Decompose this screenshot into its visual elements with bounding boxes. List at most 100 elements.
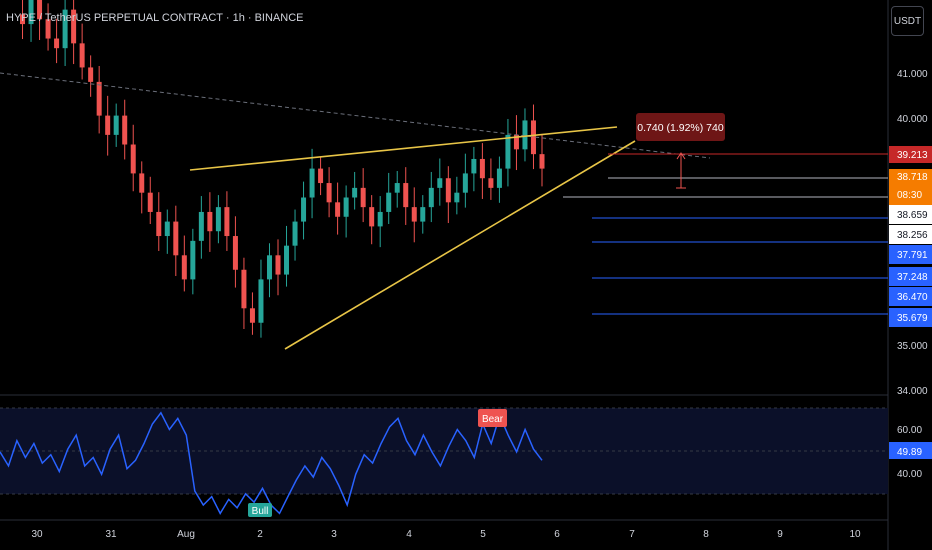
candle-body <box>352 187 358 198</box>
time-tick-label: 3 <box>331 529 337 540</box>
price-label-current: 38.718 <box>897 172 928 183</box>
candle-body <box>139 173 145 193</box>
time-tick-label: 8 <box>703 529 709 540</box>
bear-signal-label: Bear <box>482 414 504 425</box>
candle-body <box>54 38 60 49</box>
candle-body <box>71 9 77 44</box>
bull-signal[interactable]: Bull <box>248 503 272 517</box>
lower-trendline <box>284 140 636 350</box>
candle-body <box>309 168 315 198</box>
candle-body <box>232 236 238 270</box>
time-tick-label: 7 <box>629 529 635 540</box>
price-label-target-bg <box>889 267 932 286</box>
measure-label[interactable]: 0.740 (1.92%) 740 <box>636 113 725 141</box>
rsi-tick-label: 60.00 <box>897 425 922 436</box>
rsi-tick-label: 40.00 <box>897 469 922 480</box>
candle-body <box>79 43 85 68</box>
candle-body <box>505 134 511 169</box>
price-pane[interactable]: 0.740 (1.92%) 740 <box>0 0 888 350</box>
price-label-plain: 38.256 <box>897 230 928 241</box>
price-label-target-bg <box>889 287 932 306</box>
candle-body <box>241 269 247 309</box>
price-label-measure: 39.213 <box>897 150 928 161</box>
candle-body <box>190 240 196 280</box>
candle-body <box>96 81 102 116</box>
candle-body <box>479 158 485 179</box>
measure-label-bg <box>636 113 725 141</box>
price-tick-label: 40.000 <box>897 114 928 125</box>
candle-body <box>249 308 255 323</box>
candle-body <box>386 192 392 212</box>
candle-body <box>198 211 204 241</box>
candle-body <box>377 211 383 227</box>
bull-signal-label: Bull <box>252 506 269 517</box>
candle-body <box>454 192 460 203</box>
candle-body <box>522 120 528 150</box>
candle-body <box>394 183 400 193</box>
rsi-pane[interactable]: Bull Bear <box>0 407 888 517</box>
candle-body <box>284 245 290 275</box>
time-axis[interactable]: 30 31 Aug 2 3 4 5 6 7 8 9 10 <box>31 529 861 540</box>
candle-body <box>360 187 366 208</box>
candle-body <box>411 207 417 222</box>
candle-body <box>37 0 43 20</box>
candle-body <box>215 207 221 232</box>
candle-body <box>62 9 68 49</box>
candle-body <box>462 173 468 193</box>
time-tick-label: 10 <box>849 529 861 540</box>
price-label-current-bg <box>889 169 932 205</box>
countdown-label: 08:30 <box>897 190 922 201</box>
candle-body <box>207 211 213 232</box>
candle-body <box>266 255 272 280</box>
candle-body <box>28 0 34 25</box>
bear-signal[interactable]: Bear <box>478 409 507 427</box>
chart-title: HYPE / TetherUS PERPETUAL CONTRACT · 1h … <box>6 12 304 24</box>
price-axis[interactable]: 41.000 40.000 35.000 34.000 39.213 38.71… <box>889 69 932 397</box>
candle-body <box>530 120 536 155</box>
bear-signal-bg <box>478 409 507 427</box>
time-tick-label: 6 <box>554 529 560 540</box>
time-tick-label: 9 <box>777 529 783 540</box>
candle-body <box>496 168 502 188</box>
time-tick-label: 4 <box>406 529 412 540</box>
price-tick-label: 41.000 <box>897 69 928 80</box>
candle-body <box>173 221 179 256</box>
upper-trendline <box>189 126 618 171</box>
candle-body <box>292 221 298 246</box>
candle-body <box>369 207 375 227</box>
candle-body <box>437 178 443 188</box>
candle-body <box>275 255 281 275</box>
candle-body <box>164 221 170 237</box>
price-label-measure-bg <box>889 146 932 163</box>
candle-body <box>224 207 230 237</box>
price-label-target-bg <box>889 245 932 264</box>
candles <box>20 0 545 338</box>
time-tick-label: 5 <box>480 529 486 540</box>
time-tick-label: Aug <box>177 529 195 540</box>
candle-body <box>301 197 307 222</box>
candle-body <box>539 154 545 169</box>
candle-body <box>488 178 494 188</box>
price-label-target: 37.791 <box>897 250 928 261</box>
candle-body <box>471 158 477 174</box>
candle-body <box>122 115 128 145</box>
candle-body <box>428 187 434 208</box>
rsi-value-label: 49.89 <box>897 447 922 458</box>
price-tick-label: 34.000 <box>897 386 928 397</box>
candle-body <box>130 144 136 174</box>
time-tick-label: 30 <box>31 529 43 540</box>
measure-label-text: 0.740 (1.92%) 740 <box>637 122 724 134</box>
dashed-trendline <box>0 72 711 159</box>
price-label-plain: 38.659 <box>897 210 928 221</box>
candle-body <box>181 255 187 280</box>
candle-body <box>445 178 451 203</box>
price-label-target: 37.248 <box>897 272 928 283</box>
price-label-plain-bg <box>889 205 932 224</box>
rsi-axis[interactable]: 60.00 49.89 40.00 <box>889 425 932 480</box>
candle-body <box>318 168 324 184</box>
price-label-target-bg <box>889 308 932 327</box>
currency-button[interactable]: USDT <box>891 6 924 36</box>
candle-body <box>326 183 332 203</box>
price-tick-label: 35.000 <box>897 341 928 352</box>
